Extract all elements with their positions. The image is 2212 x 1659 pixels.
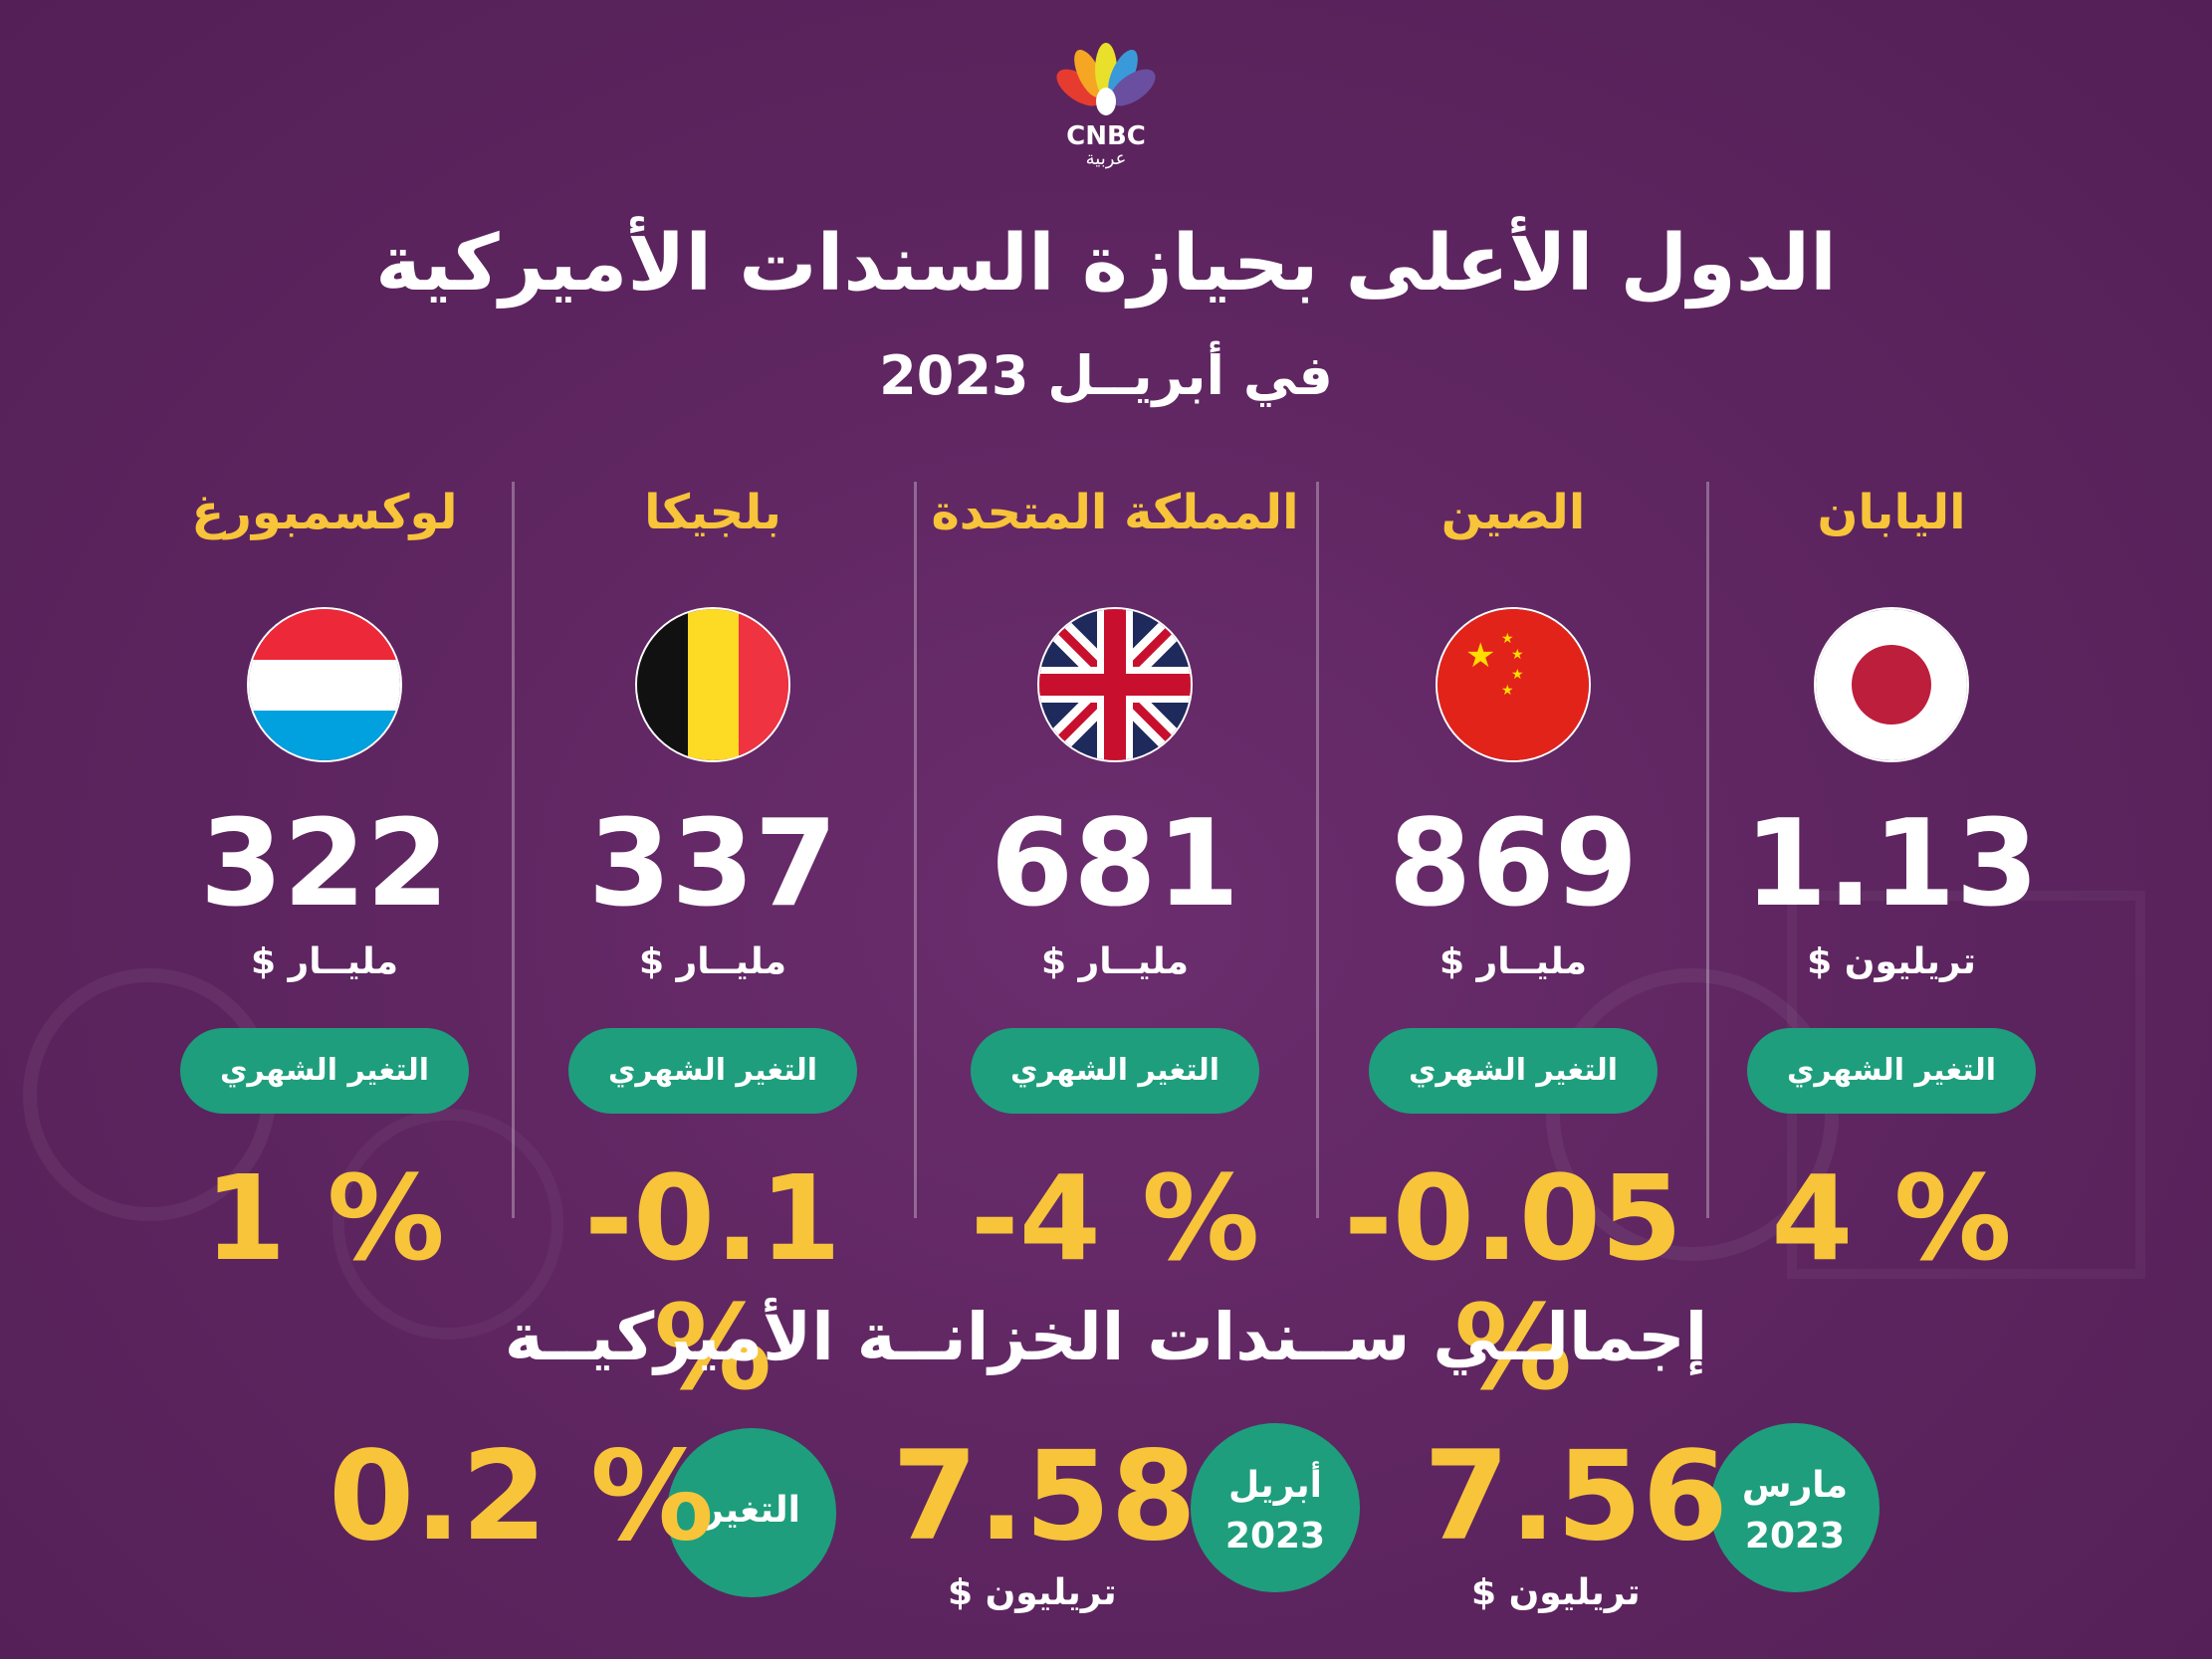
march-month: مارس [1741, 1465, 1849, 1506]
march-total-unit: تريليون $ [1471, 1572, 1641, 1613]
country-column-japan: اليابان 1.13 تريليون $ التغير الشهري 4 % [1702, 478, 2081, 1283]
april-total-unit: تريليون $ [948, 1572, 1117, 1613]
monthly-change-badge: التغير الشهري [568, 1028, 857, 1114]
logo-subtext: عربية [1085, 148, 1127, 169]
monthly-change-badge: التغير الشهري [1747, 1028, 2036, 1114]
svg-text:★: ★ [1501, 631, 1514, 647]
japan-flag-icon [1814, 607, 1969, 762]
svg-text:★: ★ [1501, 683, 1514, 699]
column-divider [914, 482, 917, 1218]
country-name: المملكة المتحدة [931, 485, 1299, 540]
monthly-change-badge: التغير الشهري [180, 1028, 469, 1114]
holding-unit: تريليون $ [1807, 941, 1976, 982]
change-badge: التغير [667, 1428, 836, 1597]
column-divider [1706, 482, 1709, 1218]
holding-unit: مليــار $ [1438, 941, 1588, 982]
monthly-change-value: -0.05 % [1343, 1149, 1683, 1416]
march-year: 2023 [1744, 1516, 1846, 1556]
country-column-china: الصين ★ ★ ★ ★ ★ 869 مليــار $ التغير الش… [1324, 478, 1702, 1412]
country-name: اليابان [1817, 485, 1966, 540]
march-total-value: 7.56 [1424, 1425, 1728, 1568]
holding-value: 869 [1388, 795, 1639, 933]
svg-text:★: ★ [1511, 667, 1524, 683]
april-total-value: 7.58 [892, 1425, 1197, 1568]
holding-value: 337 [587, 795, 838, 933]
svg-text:★: ★ [1465, 636, 1495, 676]
holding-unit: مليــار $ [250, 941, 399, 982]
column-divider [512, 482, 515, 1218]
holding-value: 681 [990, 795, 1240, 933]
monthly-change-value: 1 % [204, 1149, 445, 1287]
country-column-belgium: بلجيكا 337 مليــار $ التغير الشهري -0.1 … [524, 478, 902, 1412]
svg-text:★: ★ [1511, 647, 1524, 663]
country-name: الصين [1440, 485, 1586, 540]
country-column-uk: المملكة المتحدة 681 مليــار $ التغير الش… [926, 478, 1304, 1283]
monthly-change-badge: التغير الشهري [971, 1028, 1259, 1114]
cnbc-logo: CNBC عربية [1045, 40, 1167, 169]
country-name: بلجيكا [644, 485, 781, 540]
belgium-flag-icon [635, 607, 790, 762]
monthly-change-value: 4 % [1771, 1149, 2012, 1287]
china-flag-icon: ★ ★ ★ ★ ★ [1436, 607, 1591, 762]
country-column-luxembourg: لوكسمبورغ 322 مليــار $ التغير الشهري 1 … [135, 478, 514, 1283]
page-subtitle: في أبريــل 2023 [879, 344, 1333, 407]
monthly-change-value: -4 % [970, 1149, 1260, 1287]
total-change-value: 0.2 % [329, 1425, 715, 1568]
holding-unit: مليــار $ [1040, 941, 1190, 982]
april-month: أبريل [1228, 1465, 1322, 1506]
holding-value: 322 [199, 795, 450, 933]
holding-value: 1.13 [1743, 795, 2040, 933]
change-label: التغير [703, 1490, 800, 1531]
monthly-change-value: -0.1 % [583, 1149, 841, 1416]
monthly-change-badge: التغير الشهري [1369, 1028, 1658, 1114]
april-date-badge: أبريل 2023 [1191, 1423, 1360, 1592]
logo-text: CNBC [1066, 121, 1146, 151]
country-name: لوكسمبورغ [191, 485, 458, 540]
uk-flag-icon [1037, 607, 1193, 762]
total-section-title: إجمالــي ســندات الخزانــة الأميركيــة [504, 1299, 1708, 1375]
april-year: 2023 [1224, 1516, 1326, 1556]
column-divider [1316, 482, 1319, 1218]
page-title: الدول الأعلى بحيازة السندات الأميركية [375, 219, 1837, 309]
peacock-icon [1056, 43, 1156, 115]
luxembourg-flag-icon [247, 607, 402, 762]
holding-unit: مليــار $ [638, 941, 787, 982]
march-date-badge: مارس 2023 [1710, 1423, 1880, 1592]
